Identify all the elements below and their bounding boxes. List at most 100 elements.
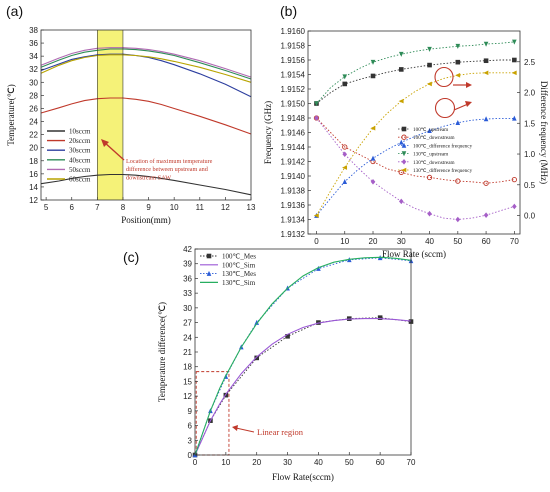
y-tick-label: 30 (183, 304, 192, 313)
legend-label: 60sccm (69, 176, 91, 184)
legend-label: 100℃_upstream (413, 127, 448, 133)
y-tick-label: 1.9138 (281, 187, 306, 196)
x-tick-label: 0 (314, 237, 319, 246)
data-point-130℃_Mes (316, 265, 321, 271)
series-line-60sccm (40, 54, 252, 83)
data-point-130℃_downstream (370, 179, 376, 185)
data-point-100℃_difference frequency (512, 115, 517, 121)
x-tick-label: 12 (221, 203, 230, 212)
x-axis-label: Flow Rate(sccm) (272, 472, 334, 482)
legend-marker-130℃_downstream (401, 159, 407, 165)
data-point-130℃_upstream (512, 39, 517, 45)
x-tick-label: 10 (221, 458, 230, 467)
legend-label: 130℃_difference frequency (413, 167, 473, 174)
annotation-arrowhead (101, 139, 109, 147)
y-tick-label: 18 (29, 157, 38, 166)
data-point-130℃_difference frequency (342, 165, 348, 170)
x-tick-label: 70 (510, 237, 519, 246)
data-point-100℃_downstream (511, 176, 517, 183)
y-tick-label: 12 (29, 196, 38, 205)
data-point-130℃_difference frequency (455, 72, 461, 78)
annotation-arrowhead (232, 425, 238, 431)
data-point-100℃_upstream (427, 62, 432, 68)
y-tick-label: 1.9146 (281, 129, 306, 138)
x-tick-label: 40 (425, 237, 434, 246)
y-tick-label: 1.9160 (281, 27, 306, 36)
data-point-100℃_upstream (370, 73, 376, 79)
legend-label: 40sccm (69, 156, 91, 164)
y-axis-label: Temperature(℃) (6, 84, 16, 145)
series-line-130℃_downstream (316, 117, 515, 220)
x-tick-label: 13 (247, 203, 256, 212)
data-point-130℃_upstream (370, 59, 376, 65)
series-line-40sccm (40, 48, 252, 80)
data-point-130℃_upstream (455, 43, 461, 49)
x-tick-label: 40 (314, 458, 323, 467)
legend-label: 130℃_Sim (222, 279, 256, 287)
x-tick-label: 5 (44, 203, 49, 212)
y-tick-label: 1.9136 (281, 201, 306, 210)
x-tick-label: 7 (95, 203, 100, 212)
legend-marker-100℃_upstream (401, 126, 407, 132)
data-point-130℃_difference frequency (483, 70, 489, 76)
data-point-130℃_difference frequency (511, 70, 517, 76)
y-tick-label: 1.9156 (281, 56, 306, 65)
y-tick-label: 3 (188, 436, 193, 445)
y-tick-label: 1.9158 (281, 42, 306, 51)
data-point-100℃_upstream (342, 81, 348, 87)
y-tick-label: 12 (183, 392, 192, 401)
data-point-100℃_downstream (426, 174, 433, 181)
highlight-ellipse-130 (434, 66, 454, 88)
annotation-arrow (103, 141, 125, 161)
x-tick-label: 70 (407, 458, 416, 467)
y-tick-label: 28 (29, 91, 38, 100)
legend-label: 130℃_Mes (222, 270, 256, 278)
panel-label-c: (c) (123, 249, 139, 265)
y-tick-label: 33 (183, 289, 192, 298)
data-point-100℃_difference frequency (370, 155, 376, 161)
y-tick-label: 1.9140 (281, 172, 306, 181)
y-tick-label: 39 (183, 260, 192, 269)
data-point-100℃_Mes (285, 334, 290, 339)
y-tick-label: 27 (183, 319, 192, 328)
data-point-100℃_upstream (483, 58, 489, 64)
annotation-text: Location of maximum temperature (126, 158, 213, 165)
data-point-100℃_difference frequency (398, 139, 404, 145)
x-tick-label: 11 (196, 203, 205, 212)
y-tick-label: 1.9150 (281, 100, 306, 109)
data-point-100℃_upstream (512, 57, 517, 63)
y-tick-label: 6 (188, 422, 193, 431)
x-tick-label: 9 (146, 203, 151, 212)
data-point-130℃_Mes (254, 319, 260, 325)
x-tick-label: 8 (121, 203, 126, 212)
series-line-130℃_Sim (194, 256, 412, 456)
legend-marker-100℃_downstream (401, 134, 407, 140)
y-tick-label: 1.9154 (281, 71, 306, 80)
y-tick-label: 36 (183, 274, 192, 283)
panel-label-b: (b) (280, 3, 297, 19)
data-point-100℃_Mes (254, 355, 260, 361)
pointer-arrowhead-130 (466, 82, 472, 88)
y-tick-label: 42 (183, 245, 192, 254)
data-point-130℃_upstream (342, 74, 348, 80)
y-tick-label: 1.9142 (281, 158, 306, 167)
legend-label: 20sccm (69, 137, 91, 145)
y-tick-label: 36 (29, 39, 38, 48)
data-point-100℃_downstream (483, 180, 489, 186)
data-point-130℃_difference frequency (426, 81, 432, 87)
data-point-130℃_upstream (427, 46, 432, 52)
data-point-100℃_upstream (455, 59, 461, 65)
y-tick-label: 16 (29, 170, 38, 179)
y-tick-label: 9 (188, 407, 193, 416)
x-tick-label: 30 (283, 458, 292, 467)
data-point-130℃_difference frequency (313, 213, 319, 218)
annotation-text: difference between upstream and (126, 166, 209, 173)
y2-tick-label: 0.0 (524, 212, 536, 221)
x-tick-label: 50 (453, 237, 462, 246)
legend-label: 100℃_Sim (222, 261, 256, 269)
data-point-130℃_upstream (314, 101, 319, 107)
series-line-20sccm (40, 97, 252, 135)
annotation-text: Linear region (257, 427, 304, 437)
legend-label: 100℃_difference frequency (413, 142, 473, 149)
y-tick-label: 38 (29, 26, 38, 35)
